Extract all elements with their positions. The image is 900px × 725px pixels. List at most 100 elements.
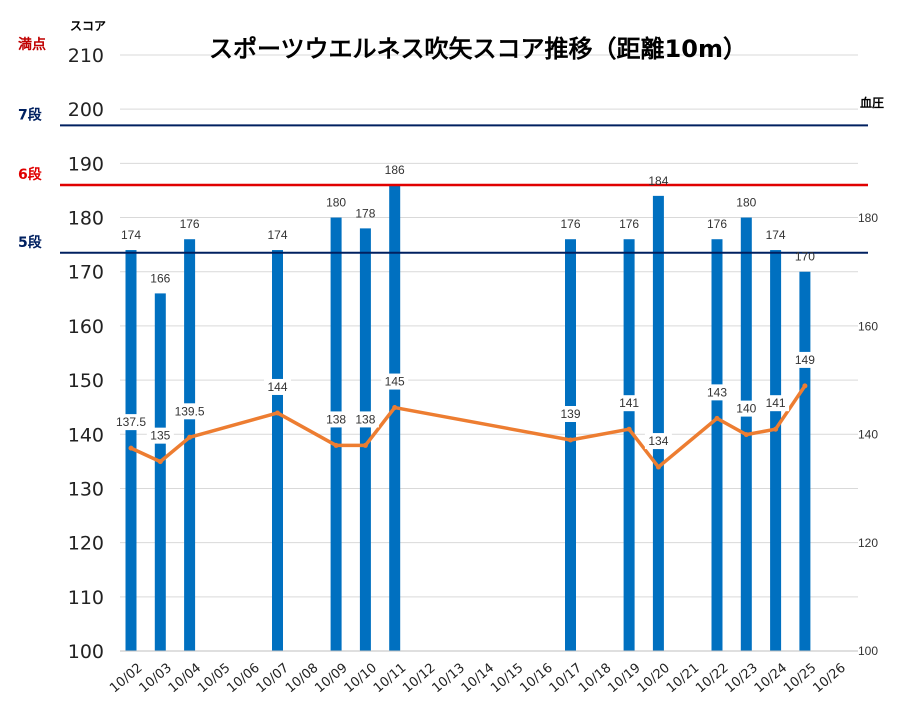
x-tick-label: 10/11 (371, 661, 409, 697)
bar-value-label: 176 (707, 217, 727, 231)
line-label-bg (381, 373, 409, 390)
line-point (362, 442, 368, 448)
line-label-bg (644, 433, 672, 450)
reference-line-label: 5段 (18, 234, 42, 251)
bar-value-label: 180 (736, 196, 756, 210)
x-tick-label: 10/13 (430, 661, 468, 697)
line-value-label: 139.5 (175, 404, 205, 418)
line-value-label: 143 (707, 385, 727, 399)
line-value-label: 135 (150, 429, 170, 443)
line-label-bg (703, 384, 731, 401)
line-label-bg (264, 378, 291, 395)
bar-value-label: 180 (326, 196, 346, 210)
bar-value-label: 176 (180, 217, 200, 231)
x-tick-label: 10/07 (254, 661, 292, 697)
x-tick-label: 10/04 (166, 661, 204, 697)
x-tick-label: 10/06 (224, 661, 262, 697)
x-tick-label: 10/16 (517, 661, 555, 697)
x-tick-label: 10/15 (488, 661, 526, 697)
line-value-label: 145 (385, 375, 405, 389)
y-axis-left: 100 110 120 130 140 150 160 170 180 190 200 210 (68, 45, 104, 663)
line-point (714, 415, 720, 421)
line-point (157, 459, 163, 465)
bar-value-label: 174 (121, 228, 141, 242)
bar-value-label: 170 (795, 250, 815, 264)
x-tick-label: 10/10 (342, 661, 380, 697)
line-point (568, 437, 573, 443)
line-point (743, 432, 749, 438)
line-point (626, 426, 632, 432)
reference-line-label: 満点 (18, 36, 46, 53)
line-label-bg (762, 395, 790, 412)
line-point (275, 410, 280, 416)
reference-line-label: 7段 (18, 106, 42, 123)
y2-tick-label: 100 (858, 644, 878, 658)
line-value-label: 141 (619, 396, 639, 410)
x-tick-label: 10/09 (312, 661, 350, 697)
bar (359, 228, 371, 651)
bar (184, 239, 196, 651)
bar (565, 239, 576, 651)
y-tick-label: 190 (68, 153, 104, 175)
line-label-bg (322, 411, 350, 428)
y-tick-label: 100 (68, 641, 104, 663)
plot-gridlines (120, 54, 858, 652)
line-label-bg (169, 403, 211, 420)
line-value-label: 138 (355, 412, 375, 426)
line-value-label: 138 (326, 412, 346, 426)
bar-value-label: 176 (619, 217, 639, 231)
y-tick-label: 180 (68, 208, 104, 230)
line-value-label: 141 (766, 396, 786, 410)
y-tick-label: 210 (68, 45, 104, 67)
bar-value-label: 176 (560, 217, 580, 231)
x-tick-label: 10/25 (781, 661, 819, 697)
bar (652, 195, 664, 651)
bar-value-label: 184 (648, 174, 668, 188)
bar-value-label: 166 (150, 271, 170, 285)
line-label-bg (557, 406, 584, 423)
series-line (130, 384, 807, 469)
y-tick-label: 160 (68, 316, 104, 338)
line-value-label: 139 (560, 407, 580, 421)
reference-lines: 満点 7段 6段 5段 (18, 36, 868, 254)
bar (799, 271, 811, 651)
bar-value-label: 174 (766, 228, 786, 242)
y-tick-label: 110 (68, 587, 104, 609)
y2-tick-label: 180 (858, 211, 878, 225)
line-point (802, 383, 808, 389)
x-tick-label: 10/08 (283, 661, 321, 697)
line-label-bg (110, 414, 152, 431)
x-tick-label: 10/14 (459, 661, 497, 697)
line-label-bg (791, 351, 819, 368)
y-tick-label: 120 (68, 533, 104, 555)
line-point (333, 442, 339, 448)
line-value-label: 134 (648, 434, 668, 448)
line-label-bg (146, 427, 174, 444)
bar (330, 217, 342, 651)
y-tick-label: 200 (68, 99, 104, 121)
line-point (655, 464, 661, 470)
x-tick-label: 10/20 (635, 661, 673, 697)
y2-tick-label: 160 (858, 319, 878, 333)
line-label-bg (351, 411, 379, 428)
y2-tick-label: 120 (858, 536, 878, 550)
x-tick-label: 10/03 (137, 661, 175, 697)
y-tick-label: 130 (68, 478, 104, 500)
x-tick-label: 10/18 (576, 661, 614, 697)
x-tick-label: 10/23 (723, 661, 761, 697)
line-point (187, 434, 193, 440)
bar-value-label: 178 (355, 206, 375, 220)
bar (272, 250, 283, 651)
chart-title: スポーツウエルネス吹矢スコア推移（距離10m） (209, 35, 747, 63)
y-tick-label: 140 (68, 424, 104, 446)
y2-axis-title: 血圧 (860, 95, 884, 110)
line-value-label: 149 (795, 353, 815, 367)
line-value-labels: 137.5 135 139.5 144 138 138 145 139 141 134 143 140… (110, 351, 819, 450)
x-tick-label: 10/26 (810, 661, 848, 697)
reference-line-label: 6段 (18, 166, 42, 183)
y-axis-right: 100 120 140 160 180 (858, 211, 878, 658)
line-value-label: 140 (736, 402, 756, 416)
line-value-label: 144 (267, 380, 287, 394)
y-tick-label: 150 (68, 370, 104, 392)
